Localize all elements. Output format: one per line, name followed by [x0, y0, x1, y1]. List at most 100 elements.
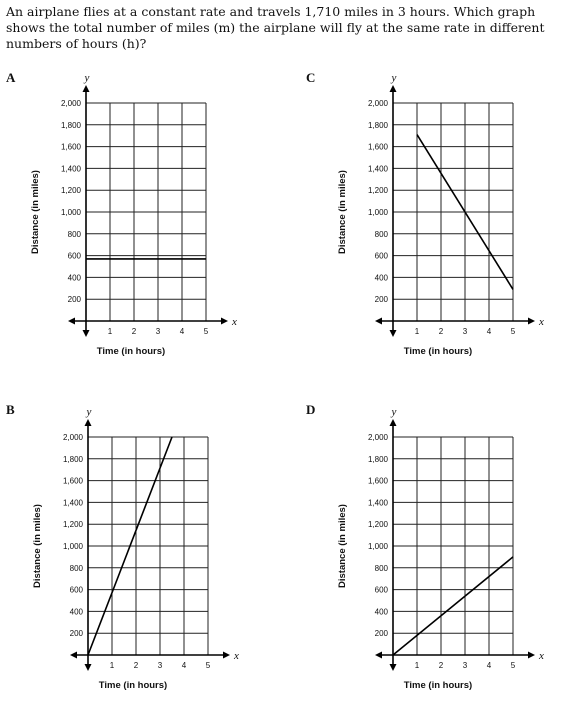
y-tick-label: 2,000	[61, 99, 82, 108]
x-tick-label: 1	[415, 661, 420, 670]
y-tick-label: 400	[375, 607, 389, 616]
x-axis-title: Time (in hours)	[97, 346, 165, 357]
y-axis-title: Distance (in miles)	[337, 504, 348, 588]
y-tick-label: 800	[68, 230, 82, 239]
x-tick-label: 2	[134, 661, 139, 670]
x-tick-label: 5	[204, 327, 209, 336]
y-tick-label: 1,200	[61, 186, 82, 195]
y-tick-label: 1,200	[368, 520, 389, 529]
y-tick-label: 1,200	[63, 520, 84, 529]
y-tick-label: 1,400	[368, 498, 389, 507]
y-tick-label: 2,000	[63, 433, 84, 442]
x-tick-label: 3	[158, 661, 163, 670]
x-tick-label: 4	[180, 327, 185, 336]
y-tick-label: 600	[375, 252, 389, 261]
y-axis-arrow-down	[84, 664, 92, 671]
y-tick-label: 200	[375, 295, 389, 304]
y-axis-arrow-down	[389, 330, 397, 337]
x-tick-label: 1	[108, 327, 113, 336]
x-axis-arrow-left	[70, 651, 77, 659]
y-tick-label: 1,000	[61, 208, 82, 217]
y-axis-title: Distance (in miles)	[32, 504, 43, 588]
y-tick-label: 400	[68, 273, 82, 282]
y-tick-label: 1,000	[368, 208, 389, 217]
y-tick-label: 600	[68, 252, 82, 261]
y-tick-label: 2,000	[368, 99, 389, 108]
y-tick-label: 800	[375, 230, 389, 239]
x-tick-label: 2	[132, 327, 137, 336]
x-axis-title: Time (in hours)	[99, 680, 167, 691]
choice-letter: A	[6, 70, 16, 85]
choice-letter: D	[306, 402, 315, 417]
y-axis-title: Distance (in miles)	[337, 170, 348, 254]
series-line	[392, 556, 514, 656]
y-tick-label: 400	[70, 607, 84, 616]
x-tick-label: 2	[439, 661, 444, 670]
y-tick-label: 1,600	[63, 477, 84, 486]
y-tick-label: 200	[375, 629, 389, 638]
x-axis-arrow-left	[68, 317, 75, 325]
y-axis-variable: y	[391, 72, 397, 84]
x-axis-arrow-left	[375, 651, 382, 659]
y-tick-label: 1,000	[63, 542, 84, 551]
x-tick-label: 4	[182, 661, 187, 670]
series-line	[416, 134, 514, 290]
chart-b: Bx y 1 2 3 4 5 200 400 600 800 1,000 1,200 1,400 1,600…	[6, 402, 239, 691]
y-tick-label: 600	[70, 586, 84, 595]
series-line	[87, 436, 173, 656]
chart-d: Dx y 1 2 3 4 5 200 400 600 800 1,000 1,200 1,400 1,600…	[306, 402, 544, 691]
x-tick-label: 5	[206, 661, 211, 670]
x-tick-label: 4	[487, 661, 492, 670]
y-axis-variable: y	[86, 406, 92, 418]
x-axis-arrow-right	[223, 651, 230, 659]
x-tick-label: 1	[110, 661, 115, 670]
y-tick-label: 800	[375, 564, 389, 573]
x-axis-variable: x	[231, 316, 237, 328]
y-tick-label: 1,400	[61, 164, 82, 173]
x-tick-label: 3	[463, 661, 468, 670]
choice-letter: C	[306, 70, 315, 85]
chart-c: Cx y 1 2 3 4 5 200 400 600 800 1,000 1,200 1,400 1,600…	[306, 70, 544, 357]
y-axis-arrow-up	[389, 419, 397, 426]
x-tick-label: 5	[511, 661, 516, 670]
y-tick-label: 1,600	[368, 143, 389, 152]
x-axis-arrow-right	[528, 317, 535, 325]
y-axis-variable: y	[391, 406, 397, 418]
x-axis-variable: x	[538, 316, 544, 328]
y-axis-arrow-up	[82, 85, 90, 92]
x-axis-title: Time (in hours)	[404, 346, 472, 357]
y-axis-arrow-up	[389, 85, 397, 92]
x-axis-arrow-right	[528, 651, 535, 659]
y-tick-label: 1,200	[368, 186, 389, 195]
y-tick-label: 1,600	[368, 477, 389, 486]
y-tick-label: 1,600	[61, 143, 82, 152]
x-axis-arrow-right	[221, 317, 228, 325]
y-tick-label: 200	[68, 295, 82, 304]
y-tick-label: 2,000	[368, 433, 389, 442]
y-tick-label: 1,000	[368, 542, 389, 551]
y-tick-label: 800	[70, 564, 84, 573]
x-tick-label: 2	[439, 327, 444, 336]
y-tick-label: 1,400	[368, 164, 389, 173]
x-axis-title: Time (in hours)	[404, 680, 472, 691]
x-axis-variable: x	[538, 650, 544, 662]
y-axis-arrow-down	[389, 664, 397, 671]
y-tick-label: 400	[375, 273, 389, 282]
y-tick-label: 1,800	[368, 455, 389, 464]
x-axis-variable: x	[233, 650, 239, 662]
y-tick-label: 1,800	[63, 455, 84, 464]
x-tick-label: 3	[156, 327, 161, 336]
chart-a: Ax y 1 2 3 4 5 200 400 600 800 1,000 1,200 1,400 1,600…	[6, 70, 237, 357]
x-tick-label: 3	[463, 327, 468, 336]
y-axis-arrow-up	[84, 419, 92, 426]
x-tick-label: 1	[415, 327, 420, 336]
x-tick-label: 4	[487, 327, 492, 336]
choice-letter: B	[6, 402, 15, 417]
y-tick-label: 1,400	[63, 498, 84, 507]
x-tick-label: 5	[511, 327, 516, 336]
question-text: An airplane flies at a constant rate and…	[6, 4, 545, 51]
y-axis-variable: y	[84, 72, 90, 84]
y-axis-title: Distance (in miles)	[30, 170, 41, 254]
y-axis-arrow-down	[82, 330, 90, 337]
